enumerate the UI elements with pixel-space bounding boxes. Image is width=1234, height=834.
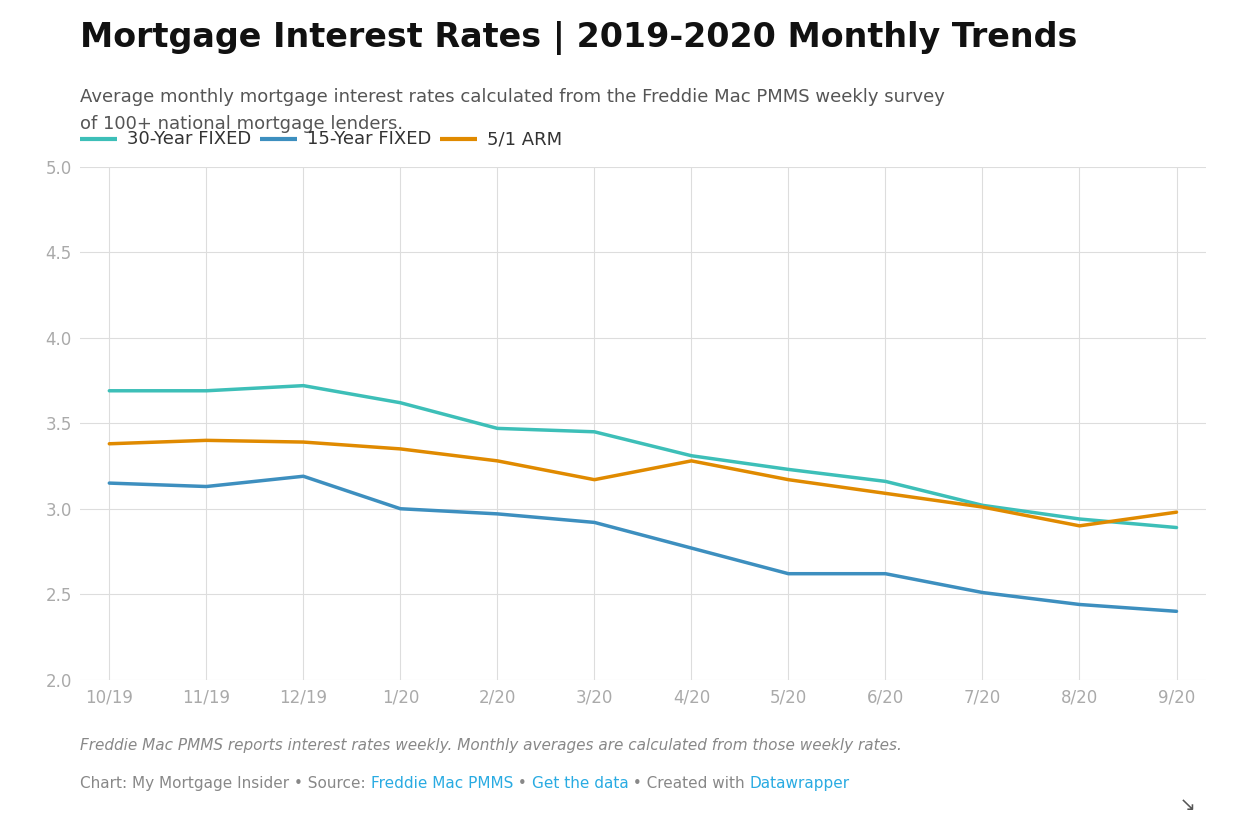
Text: 5/1 ARM: 5/1 ARM (487, 130, 563, 148)
Text: •: • (513, 776, 532, 791)
Text: Average monthly mortgage interest rates calculated from the Freddie Mac PMMS wee: Average monthly mortgage interest rates … (80, 88, 945, 106)
Text: 30-Year FIXED: 30-Year FIXED (127, 130, 252, 148)
Text: Chart: My Mortgage Insider • Source:: Chart: My Mortgage Insider • Source: (80, 776, 370, 791)
Text: Freddie Mac PMMS: Freddie Mac PMMS (370, 776, 513, 791)
Text: of 100+ national mortgage lenders.: of 100+ national mortgage lenders. (80, 115, 404, 133)
Text: ↖: ↖ (1175, 794, 1191, 813)
Text: Datawrapper: Datawrapper (750, 776, 850, 791)
Text: 15-Year FIXED: 15-Year FIXED (307, 130, 432, 148)
Text: • Created with: • Created with (628, 776, 750, 791)
Text: Freddie Mac PMMS reports interest rates weekly. Monthly averages are calculated : Freddie Mac PMMS reports interest rates … (80, 738, 902, 753)
Text: Get the data: Get the data (532, 776, 628, 791)
Text: Mortgage Interest Rates | 2019-2020 Monthly Trends: Mortgage Interest Rates | 2019-2020 Mont… (80, 21, 1077, 55)
